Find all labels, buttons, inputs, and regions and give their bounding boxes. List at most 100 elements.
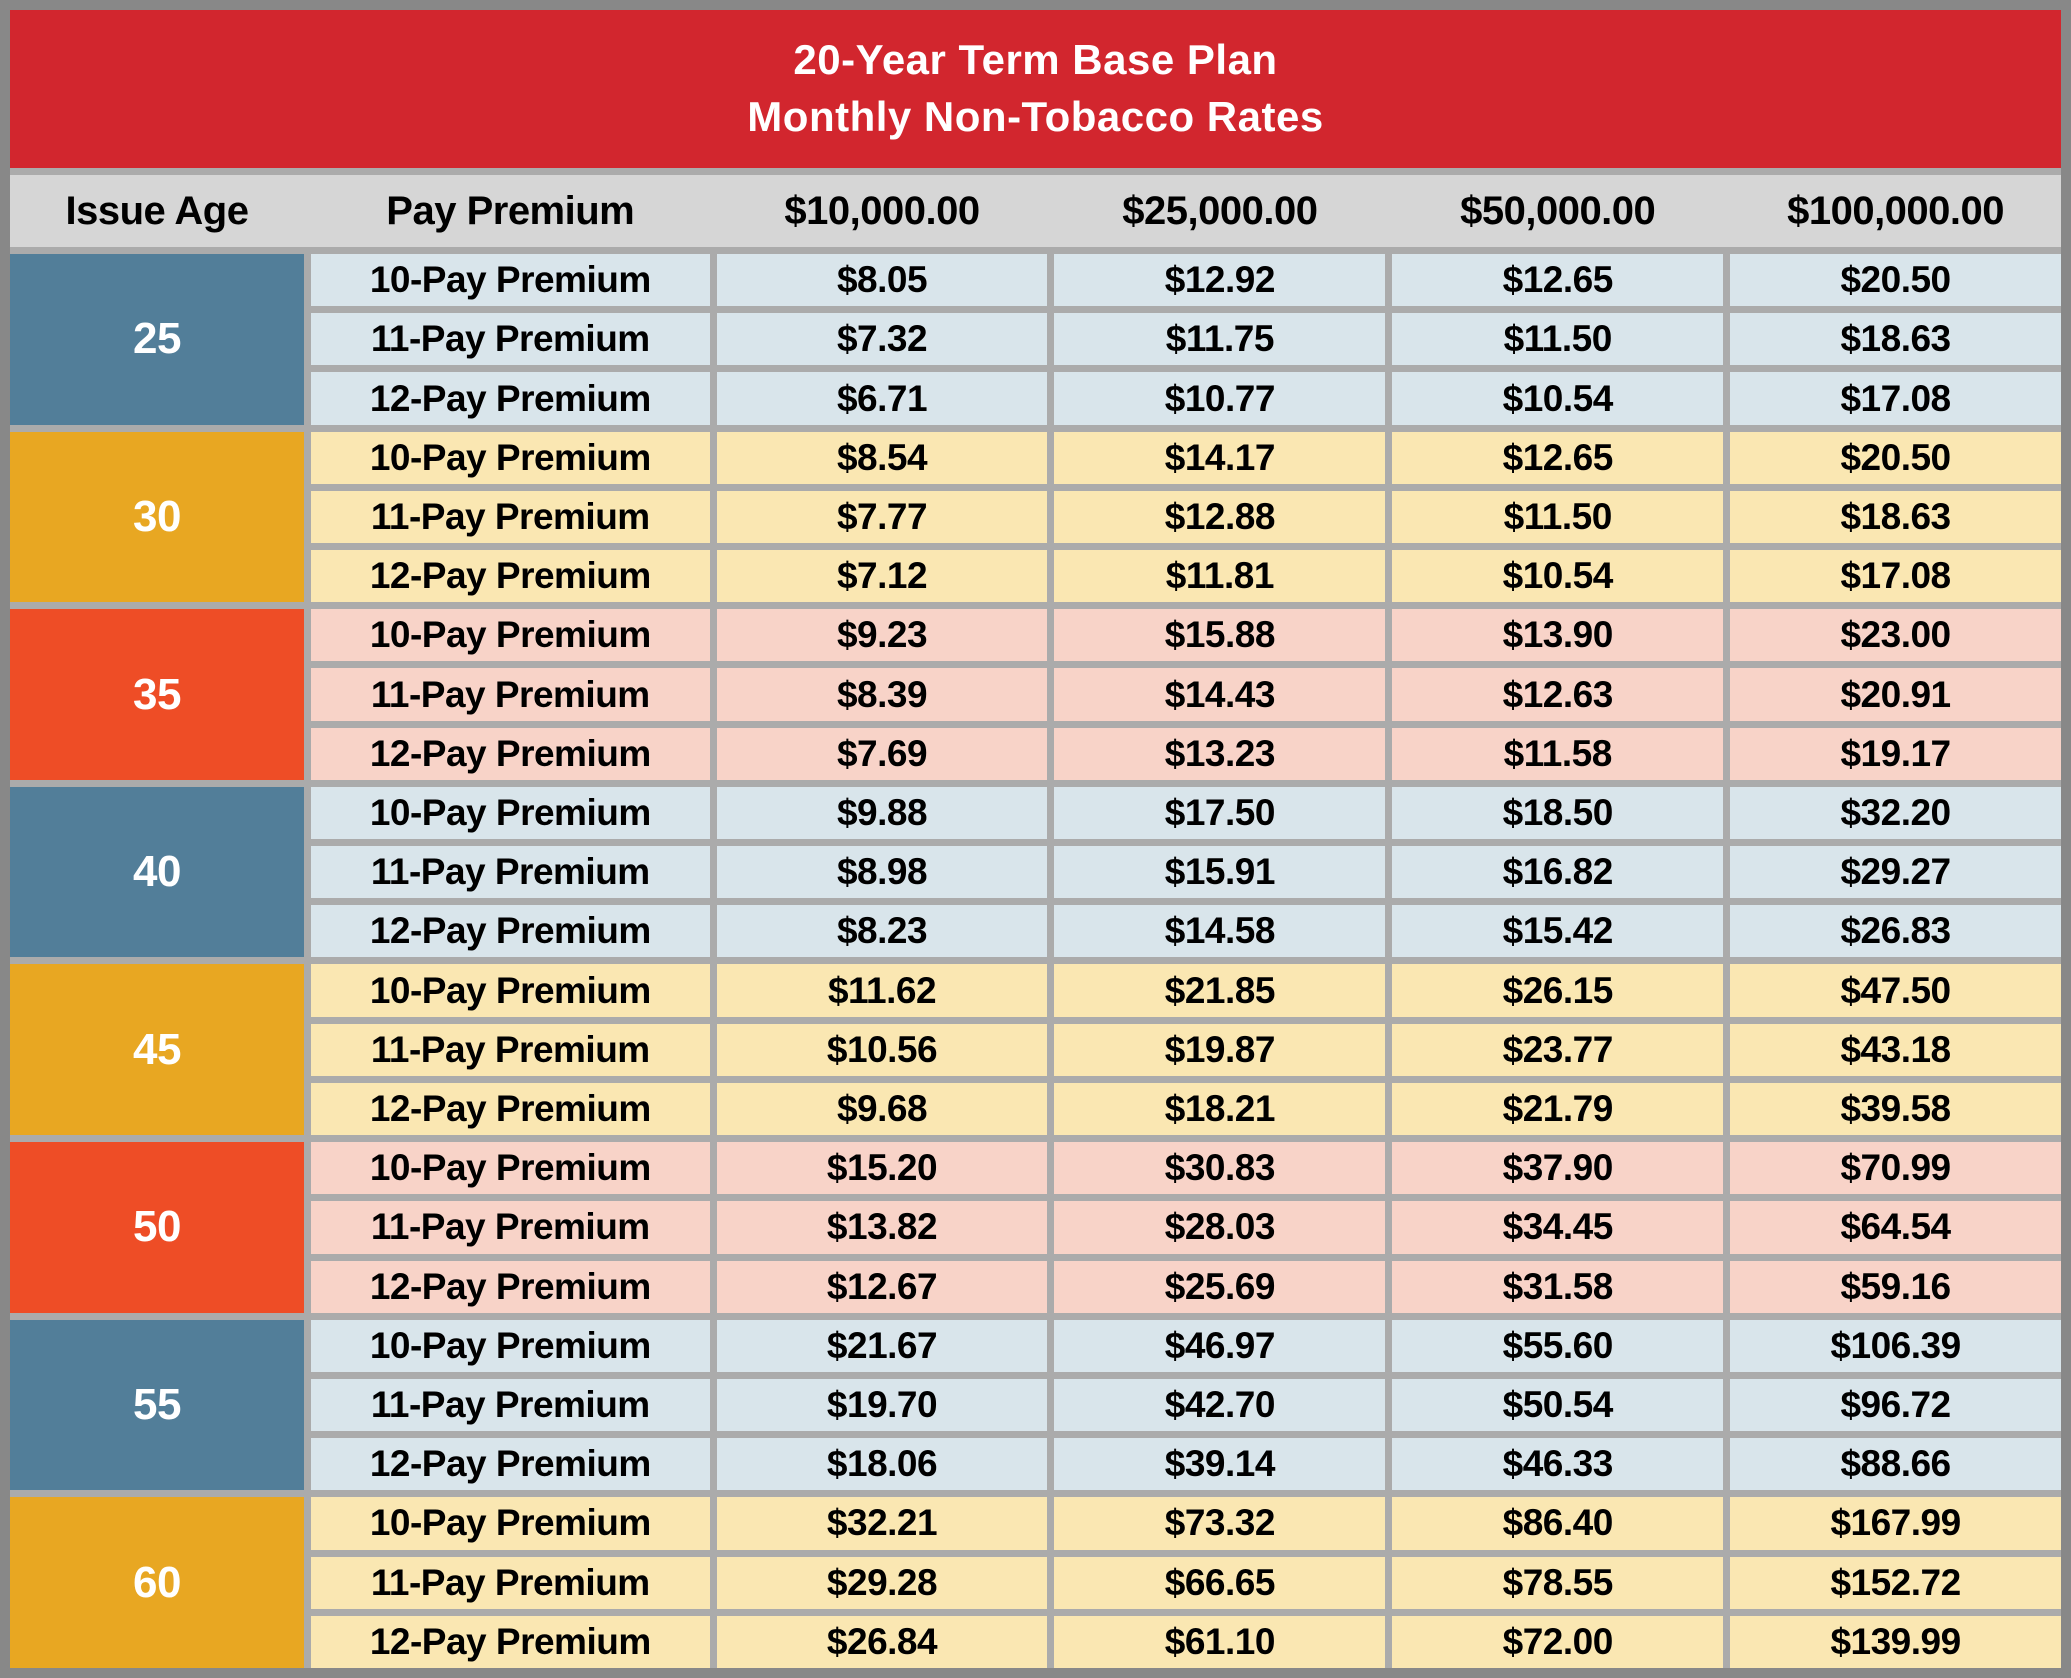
rate-cell: $70.99 bbox=[1730, 1142, 2061, 1195]
rate-cell: $64.54 bbox=[1730, 1201, 2061, 1254]
rate-cell: $11.50 bbox=[1392, 490, 1724, 544]
rate-cell: $61.10 bbox=[1054, 1615, 1386, 1668]
rate-cell: $86.40 bbox=[1392, 1497, 1724, 1550]
rate-cell: $15.91 bbox=[1054, 846, 1386, 899]
rate-cell: $8.39 bbox=[716, 668, 1048, 721]
rate-cell: $14.58 bbox=[1054, 905, 1386, 958]
premium-label-cell: 12-Pay Premium bbox=[310, 1260, 710, 1313]
rate-cell: $8.54 bbox=[716, 431, 1048, 484]
rate-cell: $20.50 bbox=[1730, 431, 2061, 484]
rate-cell: $19.87 bbox=[1054, 1023, 1386, 1076]
premium-label-cell: 12-Pay Premium bbox=[310, 727, 710, 780]
rate-cell: $14.43 bbox=[1054, 668, 1386, 721]
rate-cell: $7.77 bbox=[716, 490, 1048, 544]
rate-cell: $12.67 bbox=[716, 1260, 1048, 1313]
rate-cell: $10.54 bbox=[1392, 372, 1724, 425]
column-header-25000: $25,000.00 bbox=[1122, 188, 1318, 233]
rate-cell: $139.99 bbox=[1730, 1615, 2061, 1668]
rate-cell: $11.75 bbox=[1054, 313, 1386, 366]
data-grid: Issue Age Pay Premium $10,000.00 $25,000… bbox=[10, 175, 2061, 1668]
age-cell: 40 bbox=[10, 786, 304, 958]
rate-cell: $42.70 bbox=[1054, 1378, 1386, 1432]
premium-label-cell: 11-Pay Premium bbox=[310, 846, 710, 899]
rate-cell: $20.91 bbox=[1730, 668, 2061, 721]
premium-label-cell: 11-Pay Premium bbox=[310, 490, 710, 544]
rate-cell: $18.63 bbox=[1730, 490, 2061, 544]
column-header-50000: $50,000.00 bbox=[1460, 188, 1656, 233]
rate-cell: $26.15 bbox=[1392, 964, 1724, 1017]
premium-label-cell: 12-Pay Premium bbox=[310, 1082, 710, 1136]
premium-label-cell: 11-Pay Premium bbox=[310, 1378, 710, 1432]
premium-label-cell: 10-Pay Premium bbox=[310, 964, 710, 1017]
premium-label-cell: 10-Pay Premium bbox=[310, 609, 710, 662]
rate-cell: $106.39 bbox=[1730, 1319, 2061, 1372]
rate-cell: $18.06 bbox=[716, 1438, 1048, 1491]
rate-cell: $30.83 bbox=[1054, 1142, 1386, 1195]
rate-cell: $11.58 bbox=[1392, 727, 1724, 780]
rate-cell: $72.00 bbox=[1392, 1615, 1724, 1668]
rate-cell: $21.85 bbox=[1054, 964, 1386, 1017]
rate-cell: $13.23 bbox=[1054, 727, 1386, 780]
rate-cell: $46.33 bbox=[1392, 1438, 1724, 1491]
rate-cell: $8.23 bbox=[716, 905, 1048, 958]
column-header-100000: $100,000.00 bbox=[1787, 188, 2005, 233]
rate-cell: $15.20 bbox=[716, 1142, 1048, 1195]
title-bar: 20-Year Term Base Plan Monthly Non-Tobac… bbox=[10, 10, 2061, 168]
rate-cell: $10.56 bbox=[716, 1023, 1048, 1076]
column-header-row: Issue Age Pay Premium $10,000.00 $25,000… bbox=[10, 175, 2061, 247]
premium-label-cell: 11-Pay Premium bbox=[310, 1023, 710, 1076]
rate-cell: $9.68 bbox=[716, 1082, 1048, 1136]
rate-cell: $39.58 bbox=[1730, 1082, 2061, 1136]
rate-cell: $12.88 bbox=[1054, 490, 1386, 544]
rate-cell: $59.16 bbox=[1730, 1260, 2061, 1313]
rate-cell: $55.60 bbox=[1392, 1319, 1724, 1372]
rate-cell: $29.27 bbox=[1730, 846, 2061, 899]
rate-cell: $96.72 bbox=[1730, 1378, 2061, 1432]
rate-cell: $50.54 bbox=[1392, 1378, 1724, 1432]
rate-cell: $21.67 bbox=[716, 1319, 1048, 1372]
rate-cell: $8.98 bbox=[716, 846, 1048, 899]
rate-cell: $13.82 bbox=[716, 1201, 1048, 1254]
rate-cell: $16.82 bbox=[1392, 846, 1724, 899]
premium-label-cell: 10-Pay Premium bbox=[310, 1319, 710, 1372]
premium-label-cell: 12-Pay Premium bbox=[310, 1438, 710, 1491]
rate-cell: $26.84 bbox=[716, 1615, 1048, 1668]
rate-cell: $7.12 bbox=[716, 550, 1048, 603]
rate-cell: $152.72 bbox=[1730, 1556, 2061, 1609]
rate-cell: $29.28 bbox=[716, 1556, 1048, 1609]
age-cell: 25 bbox=[10, 254, 304, 425]
age-cell: 55 bbox=[10, 1319, 304, 1491]
rate-cell: $12.92 bbox=[1054, 254, 1386, 307]
premium-label-cell: 12-Pay Premium bbox=[310, 905, 710, 958]
age-cell: 45 bbox=[10, 964, 304, 1136]
premium-label-cell: 10-Pay Premium bbox=[310, 431, 710, 484]
rate-cell: $12.65 bbox=[1392, 254, 1724, 307]
rate-cell: $25.69 bbox=[1054, 1260, 1386, 1313]
rate-cell: $73.32 bbox=[1054, 1497, 1386, 1550]
rate-cell: $7.32 bbox=[716, 313, 1048, 366]
rate-cell: $34.45 bbox=[1392, 1201, 1724, 1254]
rate-cell: $21.79 bbox=[1392, 1082, 1724, 1136]
rate-cell: $47.50 bbox=[1730, 964, 2061, 1017]
rate-cell: $23.77 bbox=[1392, 1023, 1724, 1076]
premium-label-cell: 10-Pay Premium bbox=[310, 1142, 710, 1195]
rate-cell: $32.20 bbox=[1730, 786, 2061, 840]
rate-cell: $31.58 bbox=[1392, 1260, 1724, 1313]
premium-label-cell: 12-Pay Premium bbox=[310, 372, 710, 425]
rate-cell: $11.81 bbox=[1054, 550, 1386, 603]
rate-cell: $11.50 bbox=[1392, 313, 1724, 366]
rate-cell: $17.08 bbox=[1730, 550, 2061, 603]
rate-cell: $20.50 bbox=[1730, 254, 2061, 307]
rate-cell: $9.88 bbox=[716, 786, 1048, 840]
rate-cell: $17.50 bbox=[1054, 786, 1386, 840]
title-line-2: Monthly Non-Tobacco Rates bbox=[747, 93, 1324, 140]
rate-cell: $19.17 bbox=[1730, 727, 2061, 780]
premium-label-cell: 12-Pay Premium bbox=[310, 1615, 710, 1668]
rate-cell: $6.71 bbox=[716, 372, 1048, 425]
rate-cell: $26.83 bbox=[1730, 905, 2061, 958]
premium-label-cell: 11-Pay Premium bbox=[310, 313, 710, 366]
rate-cell: $167.99 bbox=[1730, 1497, 2061, 1550]
rate-cell: $12.65 bbox=[1392, 431, 1724, 484]
rate-cell: $11.62 bbox=[716, 964, 1048, 1017]
rate-cell: $28.03 bbox=[1054, 1201, 1386, 1254]
